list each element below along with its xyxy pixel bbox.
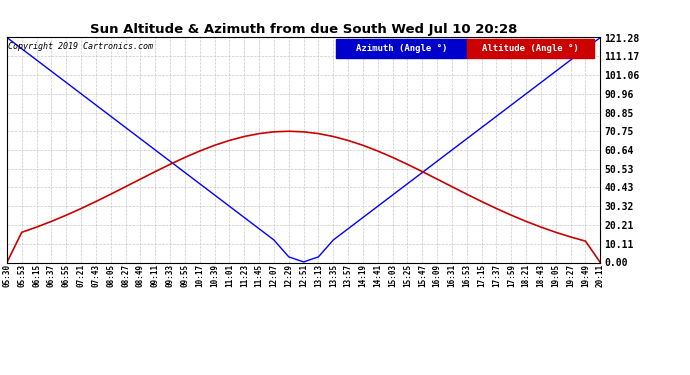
Text: Copyright 2019 Cartronics.com: Copyright 2019 Cartronics.com bbox=[8, 42, 153, 51]
Text: Altitude (Angle °): Altitude (Angle °) bbox=[482, 44, 579, 53]
Text: Azimuth (Angle °): Azimuth (Angle °) bbox=[356, 44, 447, 53]
Title: Sun Altitude & Azimuth from due South Wed Jul 10 20:28: Sun Altitude & Azimuth from due South We… bbox=[90, 23, 518, 36]
Bar bbox=[466, 39, 594, 58]
Bar bbox=[336, 39, 466, 58]
